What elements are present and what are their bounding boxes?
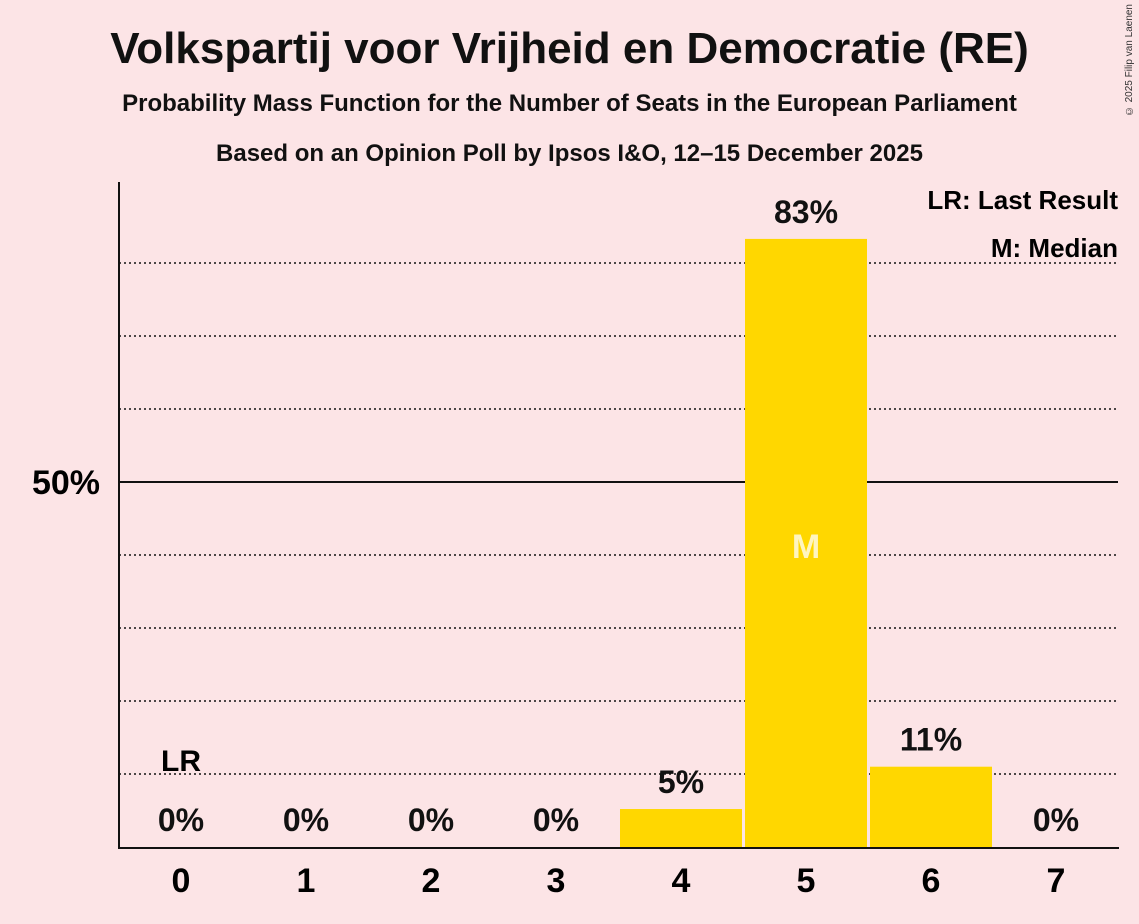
legend-lr: LR: Last Result [927, 185, 1118, 215]
median-marker: M [792, 528, 820, 566]
x-tick-label: 2 [422, 862, 441, 900]
x-tick-label: 0 [172, 862, 191, 900]
data-label: 0% [158, 802, 204, 838]
bar [620, 809, 742, 847]
data-label: 0% [408, 802, 454, 838]
x-tick-label: 6 [922, 862, 941, 900]
chart-subtitle: Probability Mass Function for the Number… [122, 90, 1017, 117]
x-tick-label: 3 [547, 862, 566, 900]
x-tick-label: 5 [797, 862, 816, 900]
x-tick-label: 1 [297, 862, 316, 900]
data-label: 11% [900, 722, 962, 758]
last-result-marker: LR [161, 745, 201, 778]
bar [745, 238, 867, 847]
data-label: 83% [774, 194, 838, 230]
legend-median: M: Median [991, 233, 1118, 263]
bar [870, 766, 992, 847]
data-label: 0% [1033, 802, 1079, 838]
y-tick-label: 50% [32, 464, 100, 502]
chart-title: Volkspartij voor Vrijheid en Democratie … [110, 24, 1029, 73]
x-tick-label: 4 [672, 862, 691, 900]
data-label: 0% [283, 802, 329, 838]
data-label: 5% [658, 764, 704, 800]
x-tick-label: 7 [1047, 862, 1066, 900]
chart-subtitle-2: Based on an Opinion Poll by Ipsos I&O, 1… [216, 140, 923, 167]
data-label: 0% [533, 802, 579, 838]
